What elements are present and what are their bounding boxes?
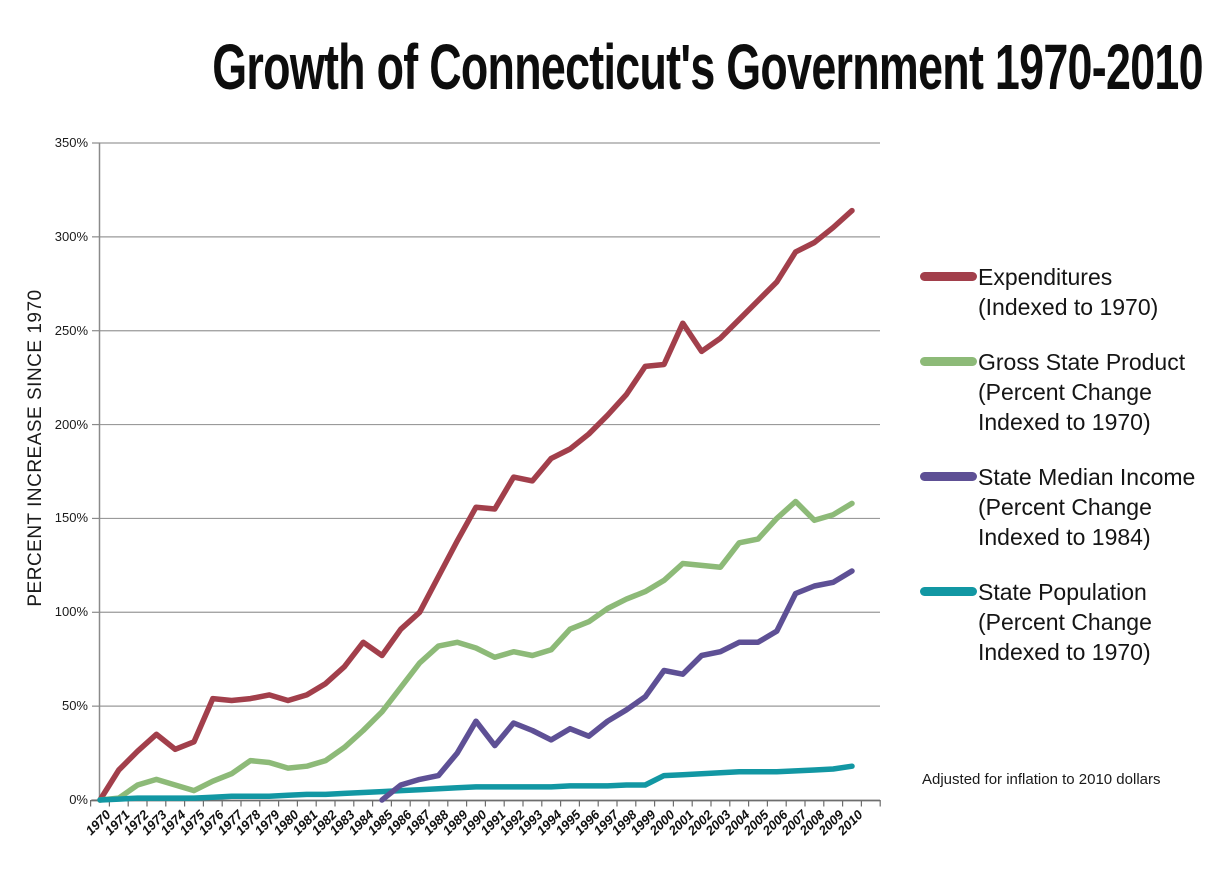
y-tick-label: 100% [54,604,88,620]
legend: Expenditures (Indexed to 1970) Gross Sta… [920,262,1206,692]
legend-line: Indexed to 1970) [978,639,1151,665]
legend-line: Indexed to 1970) [978,409,1151,435]
legend-line: Indexed to 1984) [978,524,1151,550]
y-tick-label: 0% [69,792,88,807]
legend-item-state-population: State Population (Percent Change Indexed… [920,577,1206,667]
legend-line: (Indexed to 1970) [978,294,1159,320]
legend-label-expenditures: Expenditures (Indexed to 1970) [978,262,1158,322]
series-line-state-median-income [379,568,855,803]
series-line-state-population [97,763,855,803]
series-line-expenditures [97,207,855,803]
legend-swatch-state-median-income-icon [920,472,977,481]
legend-swatch-expenditures-icon [920,272,977,281]
page-title: Growth of Connecticut's Government 1970-… [0,34,1207,100]
y-tick-label: 350% [54,135,88,150]
y-tick-label: 50% [61,698,88,714]
y-axis-title: PERCENT INCREASE SINCE 1970 [25,289,46,607]
y-tick-label: 200% [54,416,88,432]
legend-swatch-gross-state-product-icon [920,357,977,366]
legend-line: State Median Income [978,464,1196,490]
legend-label-state-population: State Population (Percent Change Indexed… [978,577,1152,667]
legend-line: Expenditures [978,264,1113,290]
y-tick-label: 150% [54,510,88,526]
legend-line: State Population [978,579,1147,605]
legend-label-state-median-income: State Median Income (Percent Change Inde… [978,462,1195,552]
legend-item-gross-state-product: Gross State Product (Percent Change Inde… [920,347,1206,437]
y-tick-label: 250% [54,322,88,338]
footnote: Adjusted for inflation to 2010 dollars [922,771,1161,788]
page-title-text: Growth of Connecticut's Government 1970-… [212,31,1203,103]
legend-line: (Percent Change [978,494,1152,520]
legend-line: Gross State Product [978,349,1186,375]
legend-line: (Percent Change [978,609,1152,635]
legend-item-expenditures: Expenditures (Indexed to 1970) [920,262,1206,322]
y-tick-label: 300% [54,228,88,244]
legend-item-state-median-income: State Median Income (Percent Change Inde… [920,462,1206,552]
series-line-gross-state-product [97,498,855,803]
legend-swatch-state-population-icon [920,587,977,596]
legend-line: (Percent Change [978,379,1152,405]
legend-label-gross-state-product: Gross State Product (Percent Change Inde… [978,347,1185,437]
